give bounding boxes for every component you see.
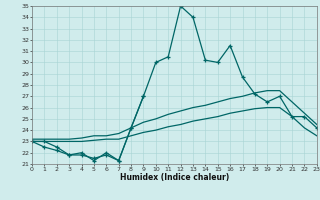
X-axis label: Humidex (Indice chaleur): Humidex (Indice chaleur) bbox=[120, 173, 229, 182]
